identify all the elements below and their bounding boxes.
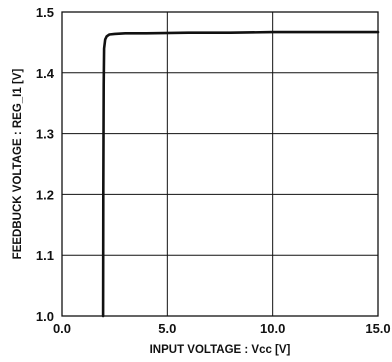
y-tick-label: 1.0	[36, 309, 54, 324]
series-line	[101, 30, 380, 318]
y-tick-label: 1.5	[36, 5, 54, 20]
x-tick-label: 5.0	[158, 321, 176, 336]
x-tick-label: 15.0	[365, 321, 390, 336]
grid	[62, 12, 378, 316]
y-tick-label: 1.2	[36, 187, 54, 202]
y-tick-labels: 1.0 1.1 1.2 1.3 1.4 1.5	[36, 5, 55, 324]
y-tick-label: 1.1	[36, 248, 54, 263]
x-tick-labels: 0.0 5.0 10.0 15.0	[53, 321, 391, 336]
y-tick-label: 1.4	[36, 66, 55, 81]
x-axis-title: INPUT VOLTAGE : Vcc [V]	[150, 344, 291, 356]
series-layer	[101, 30, 380, 318]
plot-frame	[61, 11, 379, 317]
x-tick-label: 10.0	[260, 321, 285, 336]
y-axis-title: FEEDBUCK VOLTAGE : REG_I1 [V]	[12, 69, 24, 260]
y-tick-label: 1.3	[36, 127, 54, 142]
x-tick-label: 0.0	[53, 321, 71, 336]
